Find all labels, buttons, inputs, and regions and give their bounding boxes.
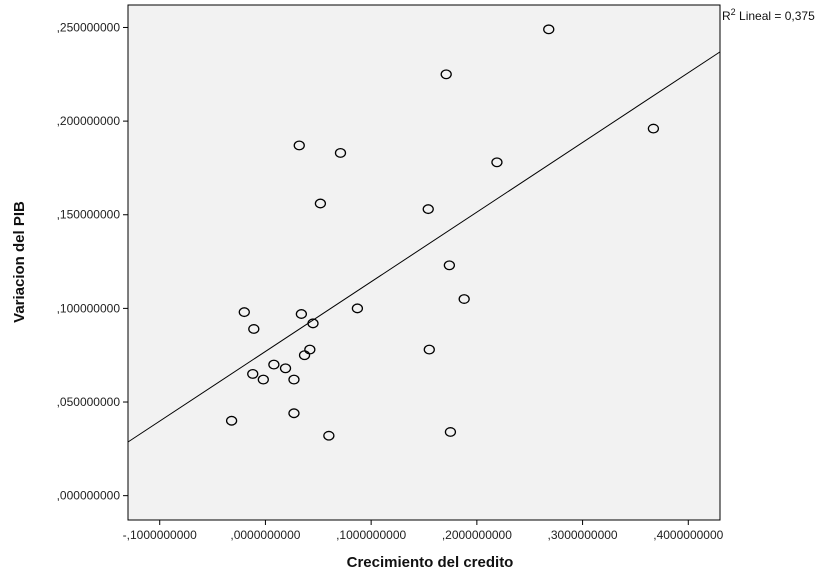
y-tick-label: ,050000000 [57, 395, 121, 409]
y-axis-title: Variacion del PIB [11, 201, 28, 323]
x-tick-label: ,0000000000 [230, 528, 300, 542]
x-axis: -,1000000000 ,0000000000 ,1000000000 ,20000… [123, 520, 724, 542]
y-tick-label: ,150000000 [57, 208, 121, 222]
r2-label: R2 Lineal = 0,375 [722, 7, 815, 23]
y-tick-label: ,200000000 [57, 114, 121, 128]
y-tick-label: ,000000000 [57, 489, 121, 503]
y-tick-label: ,100000000 [57, 301, 121, 315]
y-axis: ,000000000 ,050000000 ,100000000 ,150000000… [57, 20, 128, 502]
x-tick-label: -,1000000000 [123, 528, 197, 542]
x-tick-label: ,1000000000 [336, 528, 406, 542]
x-tick-label: ,3000000000 [548, 528, 618, 542]
y-tick-label: ,250000000 [57, 20, 121, 34]
x-tick-label: ,4000000000 [653, 528, 723, 542]
plot-background [128, 5, 720, 520]
x-tick-label: ,2000000000 [442, 528, 512, 542]
x-axis-title: Crecimiento del credito [347, 554, 514, 571]
